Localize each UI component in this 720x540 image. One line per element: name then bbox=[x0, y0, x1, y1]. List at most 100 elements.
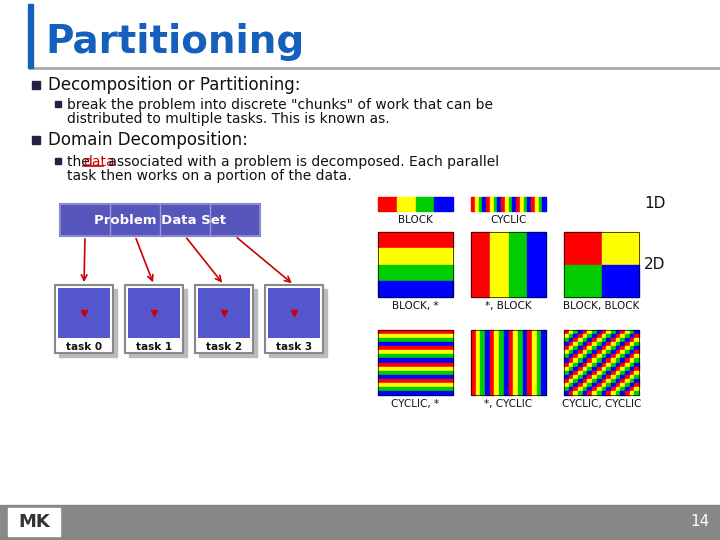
Text: data: data bbox=[83, 155, 114, 169]
Bar bbox=[582, 342, 588, 346]
Bar bbox=[592, 359, 597, 362]
Bar bbox=[564, 379, 569, 383]
Bar bbox=[611, 362, 616, 367]
Bar bbox=[620, 354, 625, 359]
Bar bbox=[611, 375, 616, 379]
Bar bbox=[582, 370, 588, 375]
Bar bbox=[625, 375, 629, 379]
Bar bbox=[518, 330, 523, 395]
Bar bbox=[597, 391, 601, 395]
Bar bbox=[32, 136, 40, 144]
Bar bbox=[616, 338, 620, 342]
Bar bbox=[592, 383, 597, 387]
Bar bbox=[578, 375, 582, 379]
Text: CYCLIC, CYCLIC: CYCLIC, CYCLIC bbox=[562, 399, 642, 409]
Bar bbox=[378, 330, 453, 334]
Bar bbox=[625, 370, 629, 375]
Bar bbox=[634, 383, 639, 387]
Bar bbox=[592, 350, 597, 354]
Bar bbox=[573, 367, 578, 370]
Bar bbox=[55, 285, 113, 353]
Text: the: the bbox=[67, 155, 94, 169]
Bar bbox=[474, 197, 479, 211]
Bar bbox=[616, 342, 620, 346]
Bar bbox=[378, 367, 453, 370]
Bar bbox=[582, 367, 588, 370]
Bar bbox=[625, 379, 629, 383]
Bar bbox=[616, 359, 620, 362]
Bar bbox=[28, 4, 33, 68]
Bar bbox=[606, 350, 611, 354]
Bar bbox=[490, 197, 493, 211]
Bar bbox=[611, 391, 616, 395]
Bar bbox=[601, 342, 606, 346]
Text: BLOCK, BLOCK: BLOCK, BLOCK bbox=[563, 301, 639, 311]
Text: Decomposition or Partitioning:: Decomposition or Partitioning: bbox=[48, 76, 300, 94]
Bar bbox=[59, 289, 117, 357]
Bar bbox=[620, 330, 625, 334]
Bar bbox=[634, 370, 639, 375]
Bar bbox=[634, 350, 639, 354]
Bar bbox=[535, 197, 539, 211]
Bar bbox=[573, 387, 578, 391]
Bar bbox=[611, 370, 616, 375]
Bar bbox=[564, 342, 569, 346]
Bar bbox=[601, 367, 606, 370]
Bar bbox=[611, 338, 616, 342]
Bar bbox=[606, 391, 611, 395]
Bar bbox=[582, 354, 588, 359]
Bar bbox=[592, 387, 597, 391]
Bar bbox=[582, 375, 588, 379]
Bar bbox=[55, 101, 61, 107]
Bar bbox=[378, 391, 453, 395]
Bar bbox=[616, 334, 620, 338]
Bar bbox=[198, 288, 250, 338]
Bar bbox=[490, 330, 495, 395]
Bar bbox=[592, 334, 597, 338]
Bar bbox=[620, 359, 625, 362]
Bar bbox=[471, 197, 474, 211]
Bar bbox=[32, 81, 40, 89]
Bar bbox=[588, 334, 592, 338]
Bar bbox=[629, 370, 634, 375]
Bar bbox=[601, 379, 606, 383]
Bar bbox=[128, 288, 180, 338]
Bar bbox=[501, 197, 505, 211]
Bar bbox=[516, 197, 520, 211]
Bar bbox=[597, 338, 601, 342]
Bar bbox=[578, 342, 582, 346]
Bar bbox=[606, 346, 611, 350]
Bar bbox=[620, 383, 625, 387]
Bar bbox=[634, 359, 639, 362]
Bar bbox=[601, 334, 606, 338]
Bar bbox=[471, 330, 546, 395]
Bar bbox=[564, 330, 639, 395]
Bar bbox=[592, 379, 597, 383]
Bar bbox=[601, 362, 606, 367]
Bar bbox=[564, 334, 569, 338]
Bar bbox=[629, 383, 634, 387]
Bar bbox=[513, 330, 518, 395]
Bar bbox=[578, 338, 582, 342]
Bar bbox=[531, 197, 535, 211]
Bar bbox=[592, 367, 597, 370]
Bar bbox=[592, 354, 597, 359]
Bar bbox=[378, 334, 453, 338]
Bar bbox=[616, 370, 620, 375]
Bar bbox=[578, 346, 582, 350]
Bar bbox=[629, 359, 634, 362]
Bar bbox=[378, 342, 453, 346]
Bar bbox=[588, 350, 592, 354]
Bar bbox=[378, 346, 453, 350]
Bar bbox=[569, 379, 573, 383]
Bar bbox=[597, 346, 601, 350]
Bar bbox=[606, 359, 611, 362]
Bar bbox=[625, 362, 629, 367]
Bar bbox=[592, 391, 597, 395]
Bar bbox=[588, 346, 592, 350]
Bar bbox=[616, 391, 620, 395]
Bar bbox=[597, 387, 601, 391]
Bar bbox=[592, 346, 597, 350]
Bar bbox=[634, 379, 639, 383]
Bar bbox=[634, 330, 639, 334]
